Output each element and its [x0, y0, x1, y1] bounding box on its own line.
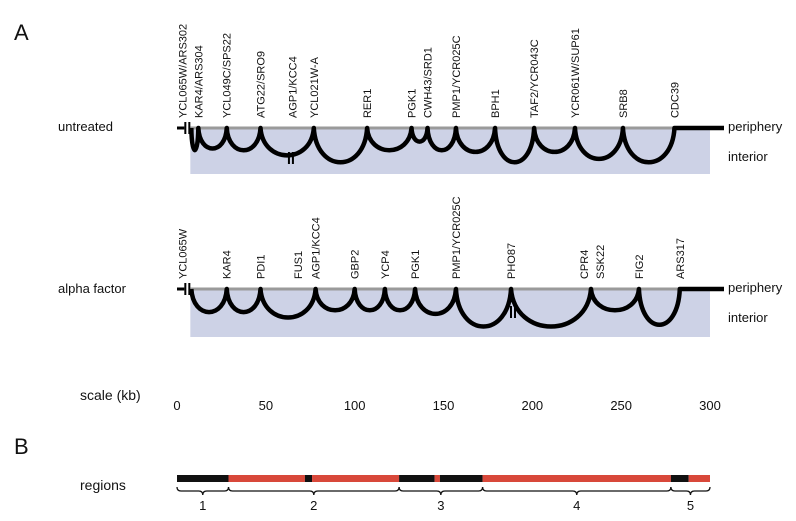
periphery-label: periphery [728, 119, 783, 134]
interior-band [190, 289, 710, 337]
regions-label: regions [80, 477, 126, 493]
gene-label: CPR4 [579, 250, 591, 279]
gene-label: ARS317 [675, 238, 687, 279]
panel-label-a: A [14, 20, 29, 45]
gene-label: YCL049C/SPS22 [222, 33, 234, 118]
condition-label: untreated [58, 119, 113, 134]
gene-label: SRB8 [618, 89, 630, 118]
gene-label: PGK1 [407, 89, 419, 118]
gene-label: AGP1/KCC4 [311, 217, 323, 279]
gene-label: PGK1 [410, 250, 422, 279]
gene-label: FUS1 [293, 251, 305, 279]
region-number: 2 [310, 498, 317, 513]
region-brace [227, 486, 400, 496]
gene-label: KAR4/ARS304 [193, 45, 205, 118]
region-segment [688, 475, 710, 482]
scale-tick: 50 [259, 398, 273, 413]
gene-label: YCL065W/ARS302 [177, 24, 189, 118]
panel-label-b: B [14, 434, 29, 459]
scale-tick: 0 [173, 398, 180, 413]
gene-label: BPH1 [490, 89, 502, 118]
interior-label: interior [728, 149, 768, 164]
region-brace [481, 486, 672, 496]
scale-tick: 100 [344, 398, 366, 413]
gene-label: YCP4 [380, 250, 392, 279]
nuclear-position-curve [189, 286, 724, 329]
track-untreated: YCL065W/ARS302 KAR4/ARS304 YCL049C/SPS22 AT… [58, 24, 783, 174]
scale-tick: 200 [521, 398, 543, 413]
track-alpha: YCL065W KAR4 PDI1 FUS1 AGP1/KCC4 GBP2 YCP4 PGK1… [58, 196, 783, 337]
regions-bar: 1 2 3 4 5 [176, 475, 711, 513]
gene-label: KAR4 [222, 250, 234, 279]
scale-tick: 150 [433, 398, 455, 413]
gene-label: TAF2/YCR043C [529, 39, 541, 118]
nuclear-position-curve [189, 125, 724, 165]
region-segment [439, 475, 483, 482]
gene-label: YCL065W [177, 228, 189, 279]
gene-label: SSK22 [595, 245, 607, 279]
region-segment [670, 475, 689, 482]
region-number: 3 [437, 498, 444, 513]
region-number: 1 [199, 498, 206, 513]
gene-label: CDC39 [669, 82, 681, 118]
track-layer: YCL065W/ARS302 KAR4/ARS304 YCL049C/SPS22 AT… [58, 24, 783, 337]
gene-label: CWH43/SRD1 [423, 47, 435, 118]
gene-label: PMP1/YCR025C [451, 196, 463, 279]
gene-label: ATG22/SRO9 [256, 51, 268, 118]
condition-label: alpha factor [58, 281, 127, 296]
gene-label: PDI1 [256, 255, 268, 279]
gene-label: RER1 [362, 89, 374, 118]
region-number: 5 [687, 498, 694, 513]
gene-label: YCR061W/SUP61 [570, 28, 582, 118]
region-number: 4 [573, 498, 580, 513]
scale-axis: 0 50 100 150 200 250 300 [173, 398, 720, 413]
region-segment [312, 475, 400, 482]
region-segment [177, 475, 229, 482]
periphery-label: periphery [728, 280, 783, 295]
scale-tick: 300 [699, 398, 721, 413]
region-brace [670, 486, 711, 496]
region-segment [228, 475, 305, 482]
region-segment [434, 475, 440, 482]
region-brace [398, 486, 484, 496]
gene-label: GBP2 [350, 250, 362, 279]
region-segment [482, 475, 671, 482]
scale-label: scale (kb) [80, 387, 141, 403]
region-segment [304, 475, 313, 482]
gene-label: PHO87 [506, 243, 518, 279]
gene-label: AGP1/KCC4 [287, 56, 299, 118]
scale-tick: 250 [610, 398, 632, 413]
region-brace [176, 486, 230, 496]
region-segment [399, 475, 435, 482]
gene-label: PMP1/YCR025C [451, 35, 463, 118]
gene-label: YCL021W-A [309, 56, 321, 118]
gene-label: FIG2 [634, 255, 646, 279]
interior-label: interior [728, 310, 768, 325]
